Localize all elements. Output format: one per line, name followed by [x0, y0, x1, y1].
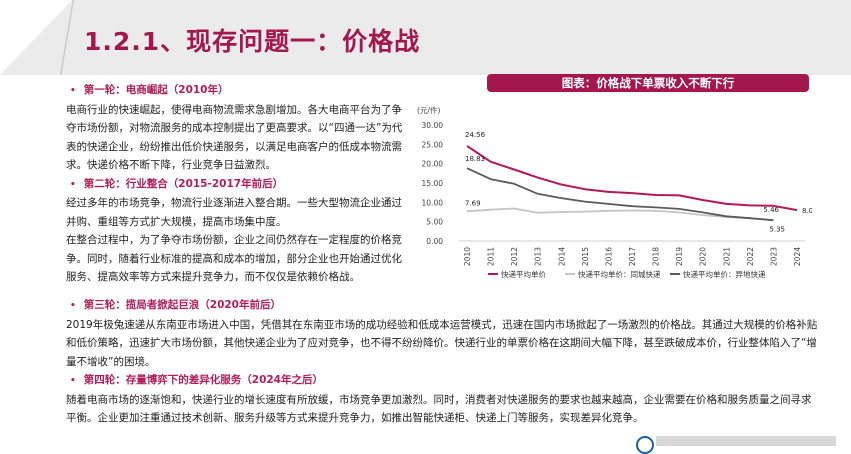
x-tick-label: 2014: [557, 247, 566, 266]
x-tick-label: 2015: [581, 247, 590, 266]
x-tick-label: 2021: [722, 247, 731, 266]
header-band: 1.2.1、现存问题一：价格战: [0, 0, 851, 75]
header-accent-stripe: [60, 0, 74, 75]
y-tick-label: 5.00: [426, 218, 443, 227]
data-label: 5.35: [769, 225, 785, 233]
x-tick-label: 2012: [510, 247, 519, 266]
legend-label: 快递平均单价: [501, 269, 546, 279]
bottom-text-section: • 第三轮：揽局者掀起巨浪（2020年前后） 2019年极兔速递从东南亚市场进入中…: [66, 296, 818, 428]
footer-logo-icon: [636, 436, 654, 454]
data-label: 18.83: [465, 155, 485, 163]
chart-banner: 图表：价格战下单票收入不断下行: [487, 74, 809, 92]
header-corner: [0, 0, 72, 75]
x-tick-label: 2018: [652, 247, 661, 266]
y-tick-label: 0.00: [426, 237, 443, 246]
y-tick-label: 25.00: [422, 140, 444, 149]
data-label: 8.00: [802, 207, 812, 215]
y-tick-label: 15.00: [422, 179, 444, 188]
data-label: 5.46: [763, 206, 779, 214]
round-three-heading: • 第三轮：揽局者掀起巨浪（2020年前后）: [70, 299, 281, 311]
bullet-icon: •: [70, 376, 76, 386]
round-one-heading: • 第一轮：电商崛起（2010年）: [70, 84, 229, 96]
x-tick-label: 2013: [534, 247, 543, 266]
data-label: 7.69: [465, 199, 481, 207]
x-tick-label: 2020: [699, 247, 708, 266]
x-tick-label: 2022: [746, 247, 755, 266]
x-tick-label: 2011: [487, 247, 496, 266]
bullet-icon: •: [70, 301, 76, 311]
round-three-body: 2019年极兔速递从东南亚市场进入中国，凭借其在东南亚市场的成功经验和低成本运营…: [66, 318, 818, 368]
round-two-body-2: 在整合过程中，为了争夺市场份额，企业之间仍然存在一定程度的价格竞争。同时，随着行…: [66, 234, 402, 283]
series-line-3: [466, 167, 774, 222]
x-tick-label: 2016: [604, 247, 613, 266]
legend-label: 快递平均单价：同城快递: [578, 269, 661, 279]
series-line-2: [466, 207, 774, 221]
x-tick-label: 2023: [769, 247, 778, 266]
x-tick-label: 2019: [675, 247, 684, 266]
footer-logo-text: [656, 436, 836, 446]
left-text-column: • 第一轮：电商崛起（2010年） 电商行业的快速崛起，使得电商物流需求急剧增加。…: [66, 81, 411, 287]
round-four-heading: • 第四轮：存量博弈下的差异化服务（2024年之后）: [70, 374, 323, 386]
y-tick-label: 30.00: [422, 121, 444, 130]
x-tick-label: 2010: [463, 247, 472, 266]
bullet-icon: •: [70, 179, 76, 190]
round-four-body: 随着电商市场的逐渐饱和，快递行业的增长速度有所放缓，市场竞争更加激烈。同时，消费…: [66, 393, 812, 425]
series-line-1: [466, 145, 798, 212]
round-one-body: 电商行业的快速崛起，使得电商物流需求急剧增加。各大电商平台为了争夺市场份额，对物…: [66, 103, 403, 172]
legend-label: 快递平均单价：异地快递: [683, 269, 766, 279]
page-title: 1.2.1、现存问题一：价格战: [84, 27, 421, 56]
x-tick-label: 2024: [793, 247, 802, 266]
bullet-icon: •: [70, 86, 76, 96]
round-two-body-1: 经过多年的市场竞争，物流行业逐渐进入整合期。一些大型物流企业通过并购、重组等方式…: [66, 197, 402, 228]
y-tick-label: 10.00: [422, 198, 444, 207]
x-tick-label: 2017: [628, 247, 637, 266]
round-two-heading: • 第二轮：行业整合（2015-2017年前后）: [70, 177, 284, 190]
y-tick-label: 20.00: [422, 160, 444, 169]
y-unit-label: (元/件): [417, 105, 440, 115]
data-label: 24.56: [465, 131, 486, 139]
price-line-chart: (元/件) 0.00 5.00 10.00 15.00 20.00 25.00 30.00 20…: [417, 105, 812, 279]
